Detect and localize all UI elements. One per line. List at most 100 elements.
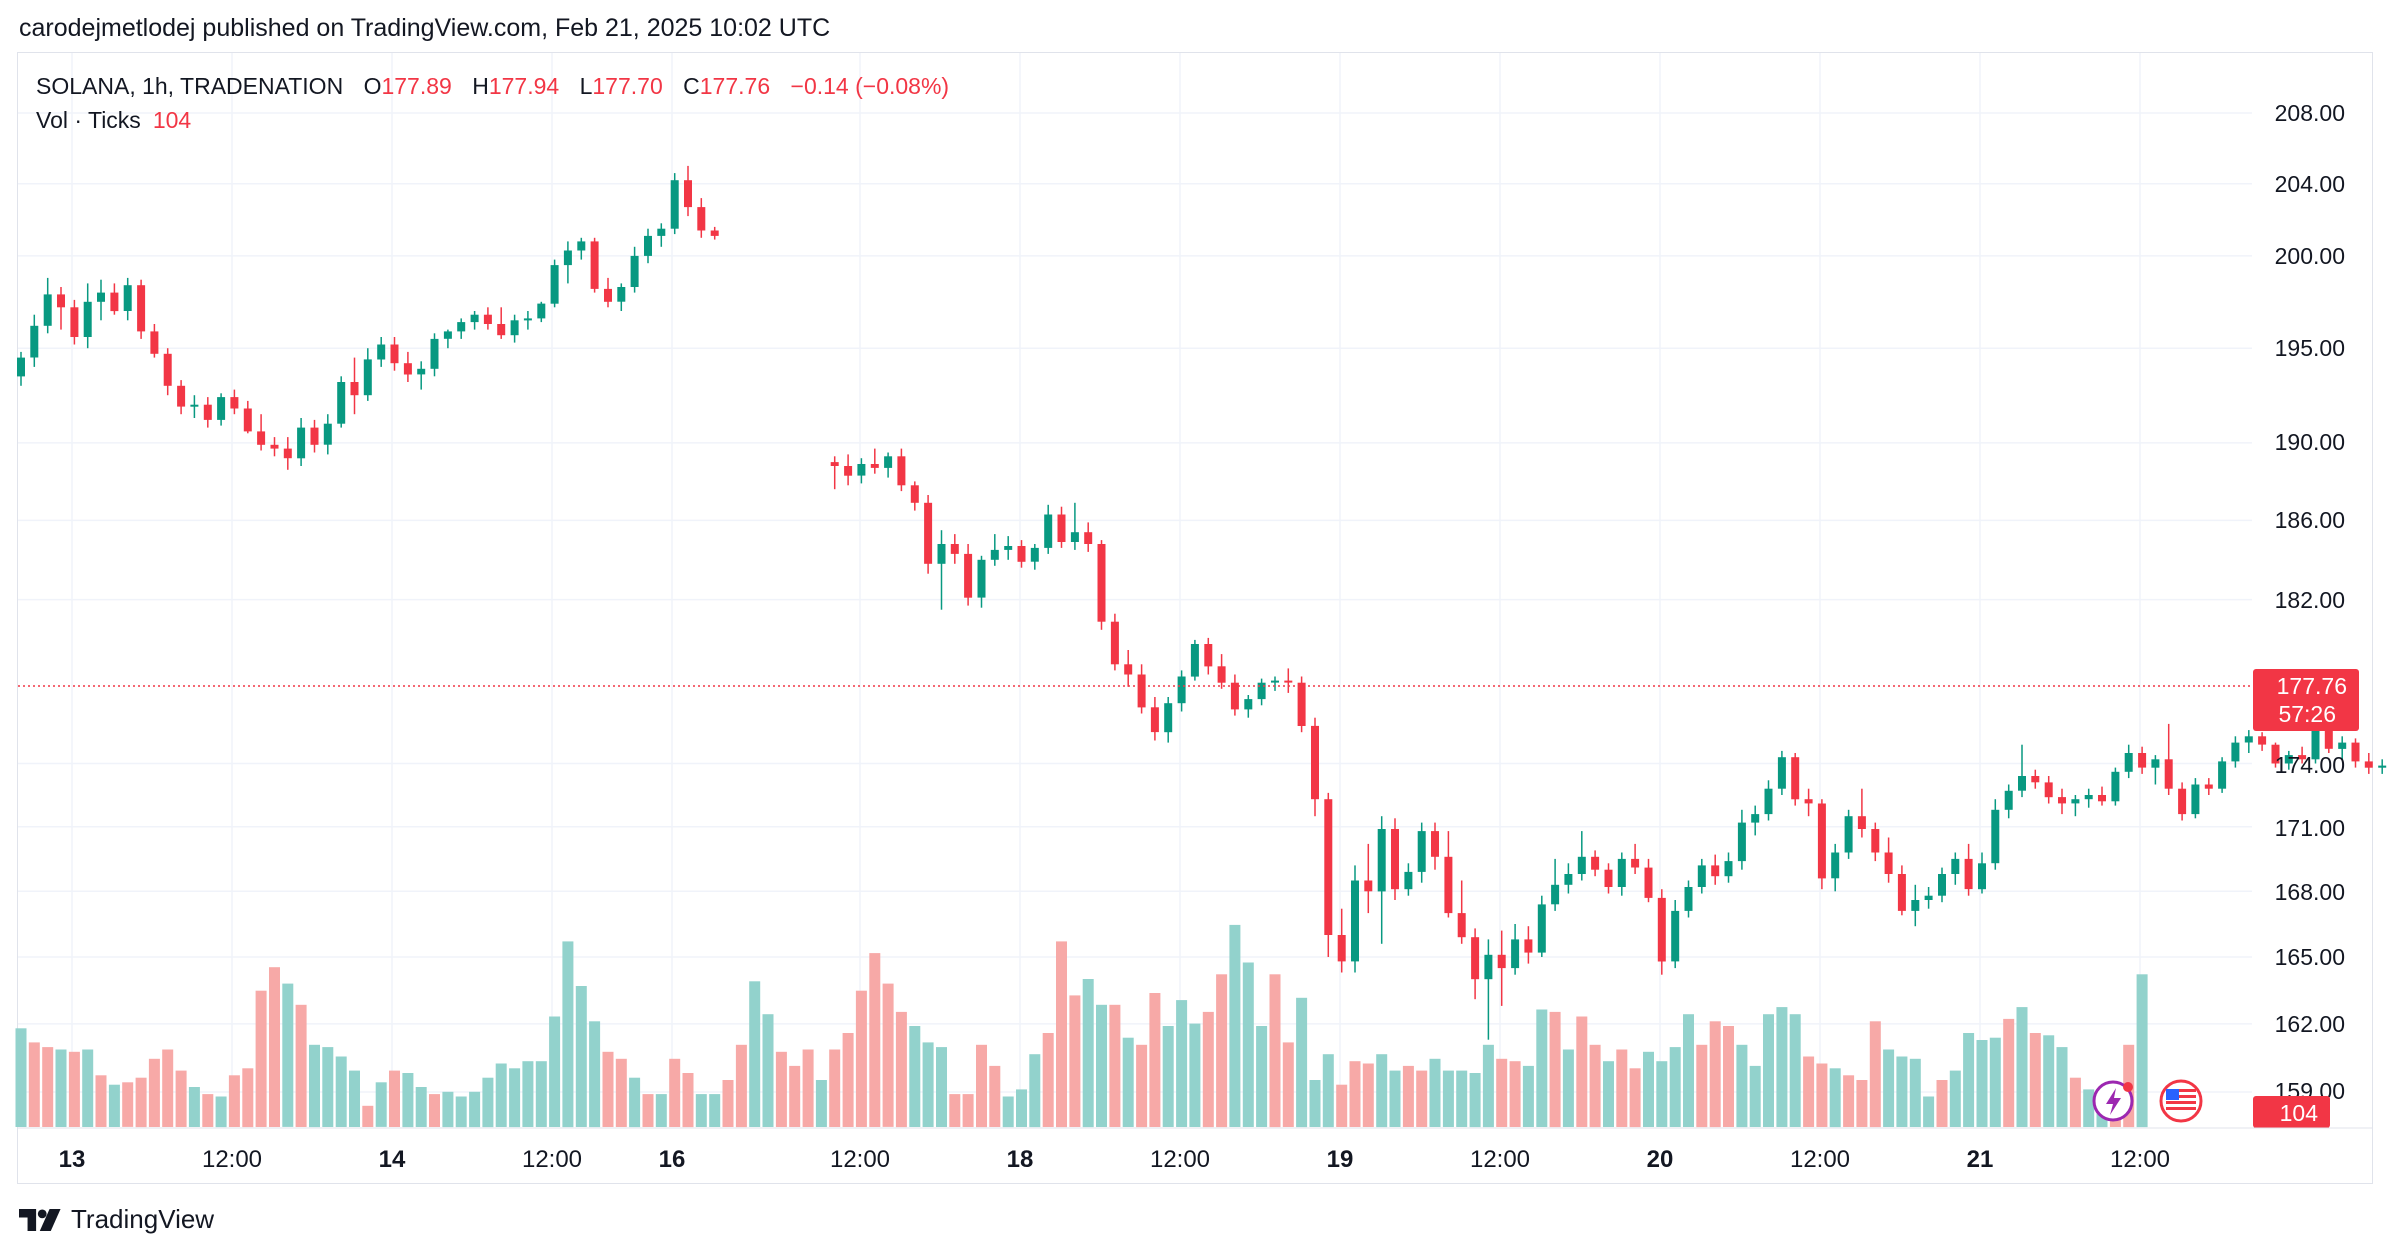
candle — [1604, 863, 1613, 894]
close-value: 177.76 — [699, 73, 771, 99]
candle-body — [350, 382, 359, 396]
candle — [830, 456, 839, 490]
candle — [617, 283, 626, 311]
candle-body — [2111, 771, 2120, 802]
volume-bar — [1496, 1058, 1508, 1127]
candle — [604, 277, 612, 308]
volume-bar — [655, 1094, 667, 1127]
candle-body — [2231, 742, 2240, 762]
time-label-1200: 12:00 — [1790, 1146, 1850, 1173]
candle-body — [1724, 861, 1733, 877]
candle-body — [2178, 788, 2187, 815]
candle-body — [1230, 682, 1239, 710]
tradingview-logo-icon[interactable] — [19, 1208, 63, 1231]
volume-bar — [1896, 1056, 1908, 1127]
candle — [163, 348, 172, 396]
candle — [1684, 880, 1693, 918]
candle-body — [1030, 547, 1039, 562]
volume-bar — [735, 1044, 747, 1128]
volume-bar — [495, 1063, 507, 1127]
volume-bar — [1336, 1084, 1348, 1127]
volume-bar — [909, 1026, 921, 1127]
candle-body — [1751, 814, 1760, 823]
candle-body — [1084, 532, 1093, 544]
volume-bar — [1229, 924, 1241, 1127]
candle-body — [57, 294, 65, 308]
candle-body — [590, 241, 599, 289]
candle — [844, 454, 853, 486]
candle — [1204, 637, 1213, 675]
symbol-title: SOLANA, 1h, TRADENATION — [36, 73, 344, 99]
candle-body — [323, 423, 332, 445]
candle — [857, 458, 866, 484]
candle-body — [1070, 532, 1079, 542]
candle — [457, 318, 466, 339]
volume-bar — [549, 1016, 561, 1127]
volume-bar — [2056, 1047, 2068, 1127]
candle — [1644, 858, 1653, 903]
price-tick-162: 162.00 — [2275, 1011, 2345, 1037]
volume-bar — [2069, 1077, 2081, 1128]
candle — [1991, 799, 2000, 870]
candle-body — [1457, 913, 1466, 938]
volume-bar — [1763, 1014, 1774, 1127]
volume-bar — [1442, 1070, 1454, 1127]
volume-bar — [1883, 1049, 1895, 1127]
volume-bar — [482, 1077, 494, 1128]
volume-bar — [1256, 1026, 1268, 1127]
candle-body — [1137, 674, 1146, 708]
volume-bar — [68, 1051, 80, 1127]
candle-body — [577, 241, 586, 251]
volume-bar — [1109, 1004, 1121, 1127]
candle-body — [844, 466, 853, 476]
candle — [70, 299, 79, 345]
candle-body — [644, 235, 652, 256]
candle — [2204, 778, 2213, 795]
volume-bar — [2136, 974, 2148, 1128]
candle-body — [1404, 871, 1413, 890]
candle-body — [2298, 755, 2307, 760]
candle — [2031, 769, 2040, 789]
volume-bar — [949, 1094, 961, 1127]
candle — [1284, 668, 1293, 693]
volume-bar — [282, 983, 294, 1127]
candle-body — [2338, 742, 2347, 749]
volume-bar — [162, 1049, 174, 1127]
candle — [1351, 865, 1359, 973]
candle — [310, 419, 319, 453]
candle — [2018, 744, 2026, 798]
volume-bar — [122, 1082, 134, 1127]
candle — [964, 544, 973, 606]
candle — [1257, 678, 1266, 706]
candle-body — [1164, 703, 1173, 733]
volume-bar — [1522, 1065, 1534, 1127]
candle-body — [1551, 884, 1560, 905]
candle — [1924, 887, 1933, 909]
volume-bar — [1723, 1026, 1734, 1127]
candle — [1897, 865, 1906, 916]
candle — [2378, 759, 2387, 774]
footer-brand[interactable]: TradingView — [71, 1204, 215, 1234]
candle — [43, 277, 52, 334]
time-label-1200: 12:00 — [202, 1146, 262, 1173]
volume-bars — [15, 924, 2148, 1128]
volume-bar — [1669, 1047, 1681, 1127]
time-label-13: 13 — [59, 1146, 86, 1173]
candle-body — [2138, 753, 2147, 768]
volume-bar — [1069, 995, 1081, 1127]
volume-bar — [322, 1047, 334, 1127]
candle-body — [203, 404, 212, 420]
candle-body — [1871, 829, 1880, 853]
volume-bar — [1216, 974, 1228, 1128]
candle — [57, 287, 65, 330]
candle — [630, 246, 639, 293]
candle-body — [897, 456, 906, 486]
candle-body — [537, 303, 546, 319]
volume-bar — [922, 1042, 934, 1127]
volume-bar — [1789, 1014, 1801, 1127]
chart-legend: SOLANA, 1h, TRADENATION O177.89 H177.94 … — [36, 70, 949, 138]
candle — [2151, 755, 2160, 785]
candle-body — [2084, 795, 2093, 800]
volume-bar — [989, 1065, 1001, 1127]
